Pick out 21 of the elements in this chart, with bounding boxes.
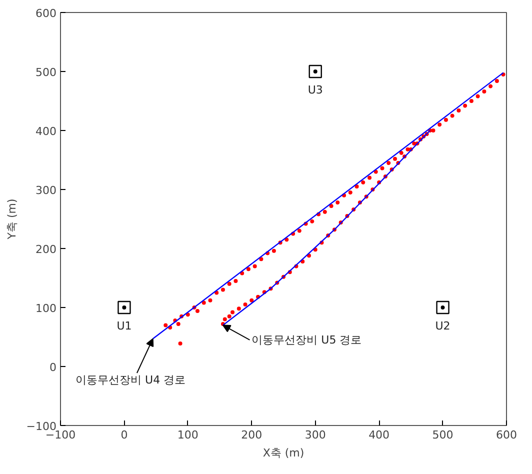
x-tick-label: 0: [120, 428, 128, 442]
annotation: U3: [308, 84, 323, 96]
x-tick-label: 500: [432, 428, 454, 442]
y-tick-label: 0: [50, 361, 56, 374]
annotation: U2: [435, 320, 450, 332]
annotation: 이동무선장비 U4 경로: [76, 374, 186, 387]
y-tick-label: 300: [36, 184, 57, 197]
x-axis-title: X축 (m): [262, 446, 304, 460]
y-tick-label: 400: [36, 125, 57, 138]
y-tick-label: 600: [36, 7, 57, 20]
x-tick-label: 600: [496, 428, 517, 442]
x-tick-label: 400: [368, 428, 390, 442]
annotation: U1: [116, 320, 132, 332]
x-tick-label: 100: [177, 428, 198, 442]
y-axis-title: Y축 (m): [5, 198, 18, 240]
y-tick-label: 500: [36, 66, 57, 79]
x-tick-label: 200: [241, 428, 262, 442]
y-tick-label: 200: [36, 243, 57, 256]
x-tick-label: 300: [304, 428, 326, 442]
annotation: 이동무선장비 U5 경로: [252, 333, 362, 346]
y-tick-label: 100: [36, 302, 57, 315]
